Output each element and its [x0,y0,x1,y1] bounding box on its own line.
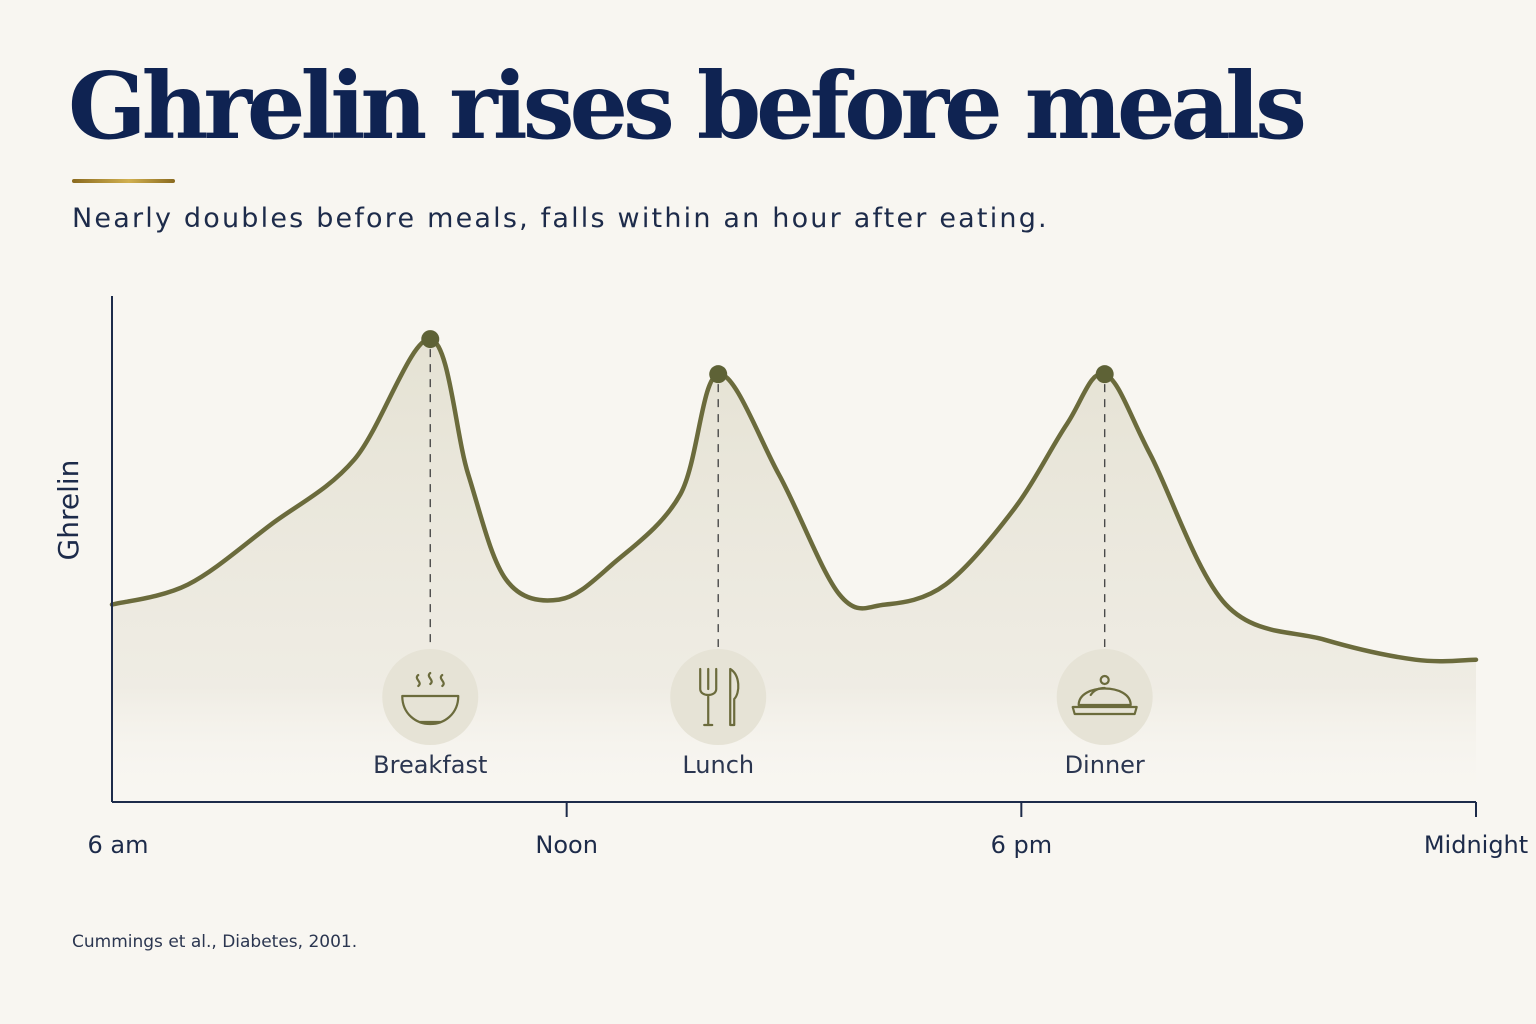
peak-marker [709,365,728,384]
y-axis-title: Ghrelin [52,460,85,561]
meal-label: Lunch [682,751,754,779]
chart-subtitle: Nearly doubles before meals, falls withi… [72,203,1049,234]
source-citation: Cummings et al., Diabetes, 2001. [72,932,358,952]
series-line [109,336,1479,664]
peak-marker [1095,365,1114,384]
x-tick-label: 6 pm [991,831,1053,859]
accent-rule [72,179,175,183]
chart-title: Ghrelin rises before meals [68,52,1307,160]
meal-icon-circle [1056,649,1153,745]
meal-label: Dinner [1065,751,1145,779]
x-tick-label: Noon [535,831,598,859]
fork-knife-icon [699,667,740,727]
meal-label: Breakfast [373,751,487,779]
series-area [112,339,1476,802]
meal-icon-circle [670,649,767,745]
peak-marker [421,330,440,349]
bowl-icon [401,671,460,726]
x-tick-label: Midnight [1424,831,1528,859]
cloche-icon [1071,674,1138,716]
x-tick-label: 6 am [88,831,149,859]
